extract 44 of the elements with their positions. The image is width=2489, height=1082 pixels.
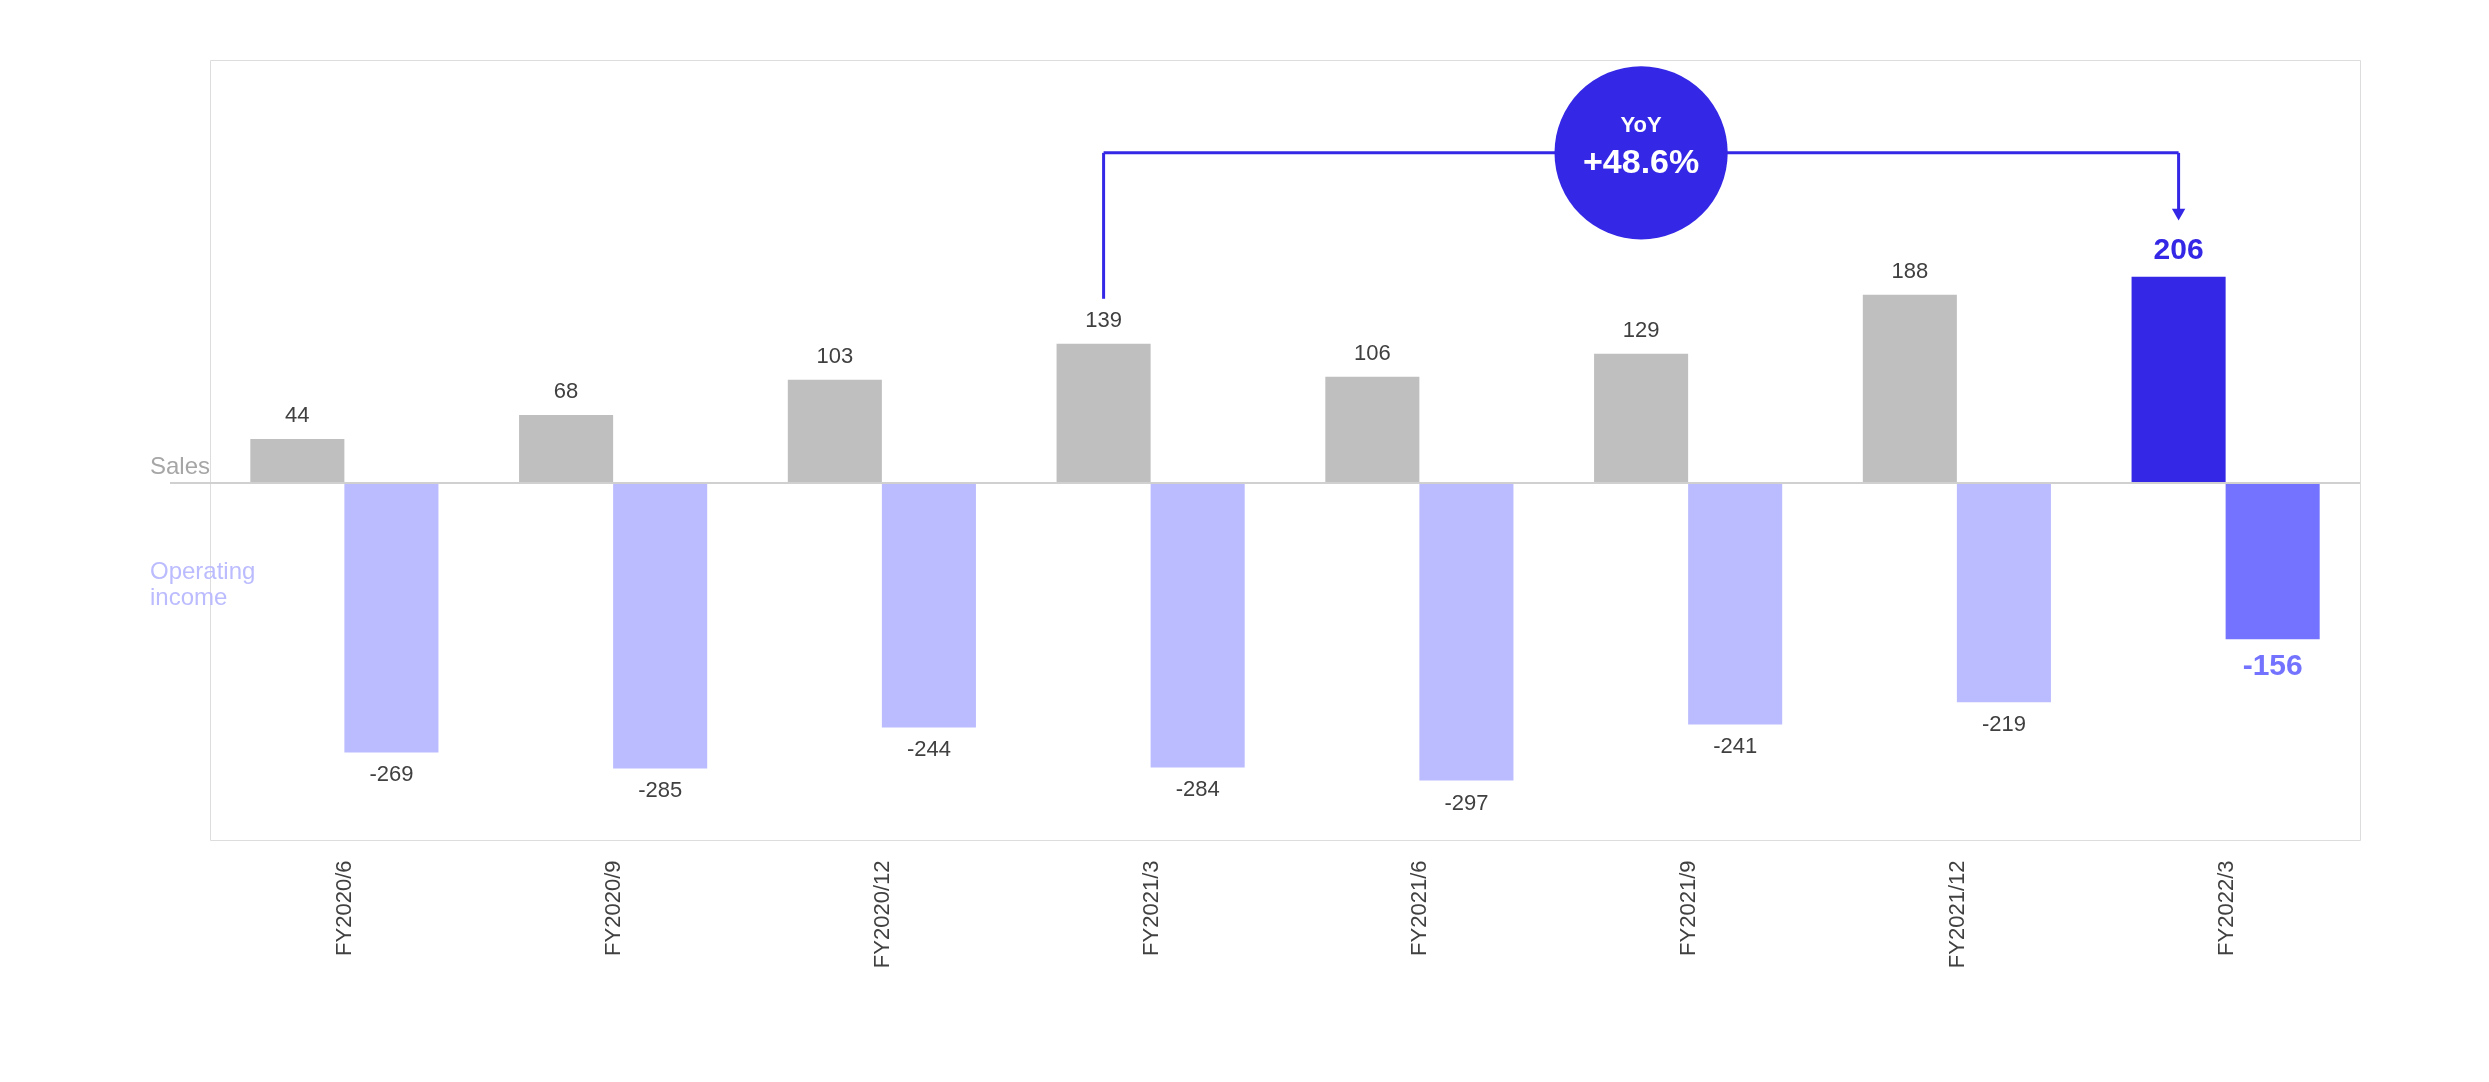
data-label: 44 [285,401,310,427]
data-label: -297 [1444,789,1489,815]
data-label: 68 [553,377,579,403]
data-label: 206 [2153,231,2204,265]
x-tick-label: FY2021/12 [1943,860,1969,969]
bar [1594,353,1689,484]
data-label: 188 [1891,257,1929,283]
bar [1688,483,1783,725]
bar [1150,483,1245,768]
data-label: 106 [1353,339,1391,365]
x-tick-label: FY2020/9 [600,860,626,956]
bar [1419,483,1514,781]
data-label: 103 [816,342,854,368]
bar [2131,276,2226,484]
bar [1056,343,1151,484]
x-tick-label: FY2020/12 [868,860,894,969]
bar [787,379,882,484]
data-label: -241 [1713,733,1758,759]
text: Operating income [150,557,256,611]
x-tick-label: FY2021/6 [1406,860,1432,956]
bar [519,414,614,484]
bar [1862,294,1957,484]
bar [613,483,708,769]
data-label: 139 [1085,306,1122,332]
bar [1325,376,1420,484]
x-tick-label: FY2021/9 [1675,860,1701,956]
data-label: -219 [1981,711,2026,737]
data-label: -269 [369,761,414,787]
bar [881,483,976,728]
data-label: -244 [906,736,951,762]
bar [344,483,439,753]
data-label: -284 [1175,776,1220,802]
data-label: -285 [638,777,683,803]
x-tick-label: FY2021/3 [1137,860,1163,956]
bar [1956,483,2051,703]
text: YoY [1620,111,1662,137]
x-tick-label: FY2020/6 [331,860,357,956]
bar [2225,483,2320,640]
x-tick-label: FY2022/3 [2212,860,2238,956]
series-label: Sales [150,452,211,480]
data-label: 129 [1622,316,1660,342]
data-label: -156 [2242,648,2303,682]
text: +48.6% [1582,141,1700,180]
bar [250,438,345,484]
